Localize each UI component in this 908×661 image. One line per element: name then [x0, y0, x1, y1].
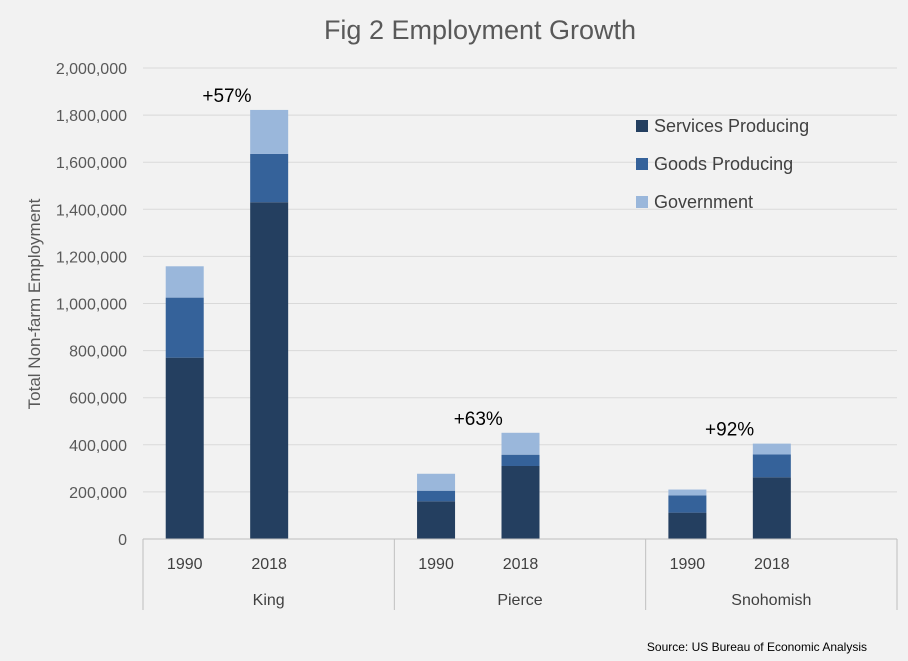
growth-label: +57%: [202, 86, 251, 107]
growth-label: +63%: [454, 409, 503, 430]
legend: Services Producing Goods Producing Governm…: [636, 116, 809, 212]
bar-goods-producing: [501, 454, 540, 466]
legend-label: Government: [654, 192, 753, 212]
y-axis-ticks: 0 200,000 400,000 600,000 800,000 1,000,000 1,…: [56, 61, 127, 549]
y-tick-label: 200,000: [69, 485, 127, 502]
y-tick-label: 1,800,000: [56, 108, 127, 125]
bar-government: [501, 432, 540, 455]
legend-swatch: [636, 158, 648, 170]
bar-services-producing: [165, 357, 204, 539]
x-axis: 1990 2018 King 1990 2018 Pierce 1990 2018 Snohom…: [142, 538, 898, 610]
bar-government: [165, 266, 204, 298]
growth-labels: +57% +63% +92%: [202, 86, 754, 441]
y-tick-label: 1,600,000: [56, 155, 127, 172]
y-tick-label: 0: [118, 532, 127, 549]
x-tick-label: 2018: [503, 556, 539, 573]
bar-services-producing: [752, 477, 791, 539]
legend-swatch: [636, 196, 648, 208]
bar-government: [668, 489, 707, 496]
legend-label: Services Producing: [654, 116, 809, 136]
x-tick-label: 2018: [251, 556, 287, 573]
bar-government: [752, 443, 791, 455]
bar-goods-producing: [417, 490, 456, 502]
y-tick-label: 2,000,000: [56, 61, 127, 78]
chart-title: Fig 2 Employment Growth: [324, 15, 636, 45]
group-label: King: [253, 592, 285, 609]
x-tick-label: 1990: [167, 556, 203, 573]
bar-goods-producing: [165, 297, 204, 358]
x-tick-label: 1990: [670, 556, 706, 573]
x-tick-label: 1990: [418, 556, 454, 573]
y-axis-label: Total Non-farm Employment: [25, 198, 44, 409]
legend-swatch: [636, 120, 648, 132]
group-label: Snohomish: [731, 592, 811, 609]
bar-goods-producing: [752, 454, 791, 478]
y-tick-label: 400,000: [69, 438, 127, 455]
bar-services-producing: [250, 202, 289, 540]
growth-label: +92%: [705, 420, 754, 441]
bar-government: [417, 473, 456, 491]
bars: [165, 109, 791, 540]
legend-label: Goods Producing: [654, 154, 793, 174]
y-tick-label: 1,200,000: [56, 249, 127, 266]
x-tick-label: 2018: [754, 556, 790, 573]
source-note: Source: US Bureau of Economic Analysis: [647, 640, 867, 654]
bar-goods-producing: [668, 495, 707, 513]
y-tick-label: 600,000: [69, 391, 127, 408]
group-label: Pierce: [497, 592, 542, 609]
y-tick-label: 1,000,000: [56, 297, 127, 314]
y-tick-label: 800,000: [69, 344, 127, 361]
bar-government: [250, 109, 289, 154]
bar-goods-producing: [250, 153, 289, 203]
bar-services-producing: [668, 512, 707, 539]
bar-services-producing: [501, 465, 540, 539]
bar-services-producing: [417, 501, 456, 539]
y-tick-label: 1,400,000: [56, 202, 127, 219]
